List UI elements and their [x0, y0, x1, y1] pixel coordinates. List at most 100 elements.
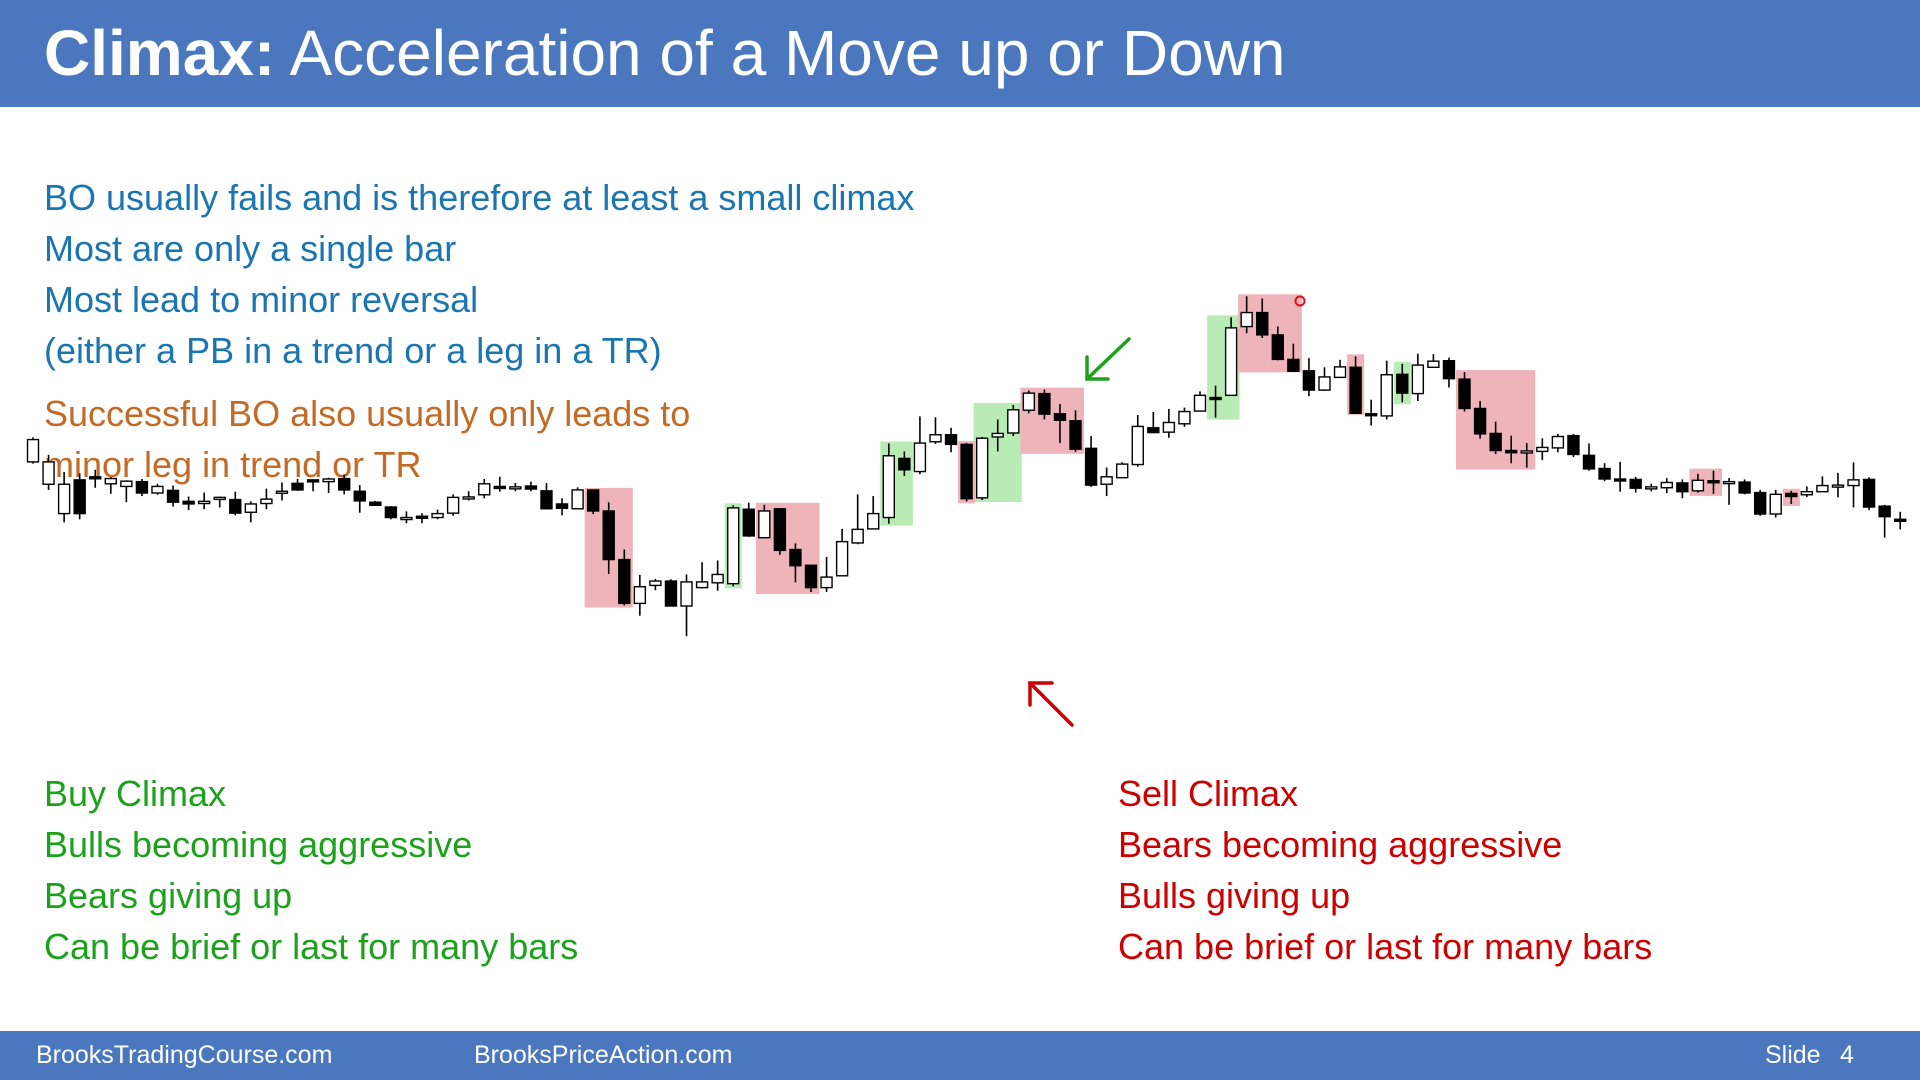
bear-candle-body: [1629, 478, 1642, 489]
footer-bar: BrooksTradingCourse.com BrooksPriceActio…: [0, 1031, 1920, 1080]
bear-candle-body: [1256, 311, 1269, 336]
note-line: BO usually fails and is therefore at lea…: [44, 177, 915, 218]
bear-candle-body: [1707, 480, 1720, 484]
bull-candle-body: [244, 503, 258, 513]
candle: [1691, 473, 1705, 493]
bear-candle-body: [1676, 482, 1689, 493]
bull-candle-body: [571, 489, 584, 510]
buy-climax-notes: Buy Climax Bulls becoming aggressive Bea…: [44, 768, 578, 972]
note-line: Successful BO also usually only leads to: [44, 393, 691, 434]
candle: [867, 496, 880, 530]
candle: [1878, 504, 1891, 538]
candle: [1427, 354, 1440, 368]
candle: [1364, 399, 1378, 426]
bear-candle-body: [960, 443, 973, 500]
candle: [42, 454, 55, 490]
sell-climax-notes: Sell Climax Bears becoming aggressive Bu…: [1118, 768, 1652, 972]
candle: [1100, 467, 1113, 497]
bull-candle-body: [1224, 327, 1238, 397]
bear-candle-body: [166, 489, 180, 503]
bull-candle-body: [400, 516, 413, 521]
bull-candle-body: [975, 437, 989, 499]
bear-candle-body: [1473, 407, 1487, 435]
candle: [711, 560, 724, 591]
slide-label: Slide: [1765, 1041, 1821, 1069]
candle: [1458, 372, 1471, 412]
candle: [773, 508, 787, 555]
candle: [1862, 477, 1876, 511]
bull-candle-body: [1645, 486, 1658, 490]
bull-candle-body: [1178, 410, 1191, 425]
bull-candle-body: [1769, 493, 1782, 515]
slide-title: Climax: Acceleration of a Move up or Dow…: [44, 17, 1286, 89]
bear-candle-body: [1147, 427, 1160, 434]
bull-candle-body: [1691, 479, 1705, 492]
candle: [1489, 421, 1502, 455]
footer-site-left: BrooksTradingCourse.com: [36, 1041, 333, 1069]
note-line: Can be brief or last for many bars: [1118, 926, 1653, 967]
bear-candle-body: [353, 490, 366, 502]
candle: [415, 513, 429, 524]
candle: [1598, 463, 1611, 482]
bull-candle-body: [1131, 425, 1144, 466]
candle: [384, 506, 398, 520]
candle: [275, 482, 289, 501]
candle: [586, 489, 600, 515]
bear-candle-body: [586, 489, 600, 512]
bear-candle-body: [1504, 449, 1518, 454]
bear-candle-body: [1458, 378, 1471, 410]
bull-candle-body: [1333, 366, 1347, 379]
candle: [462, 491, 475, 501]
note-line: Can be brief or last for many bars: [44, 926, 579, 967]
bull-candle-body: [462, 496, 475, 500]
candle: [1209, 385, 1222, 418]
note-line: Most are only a single bar: [44, 228, 457, 269]
candle: [431, 509, 444, 520]
bull-candle-body: [1551, 435, 1565, 449]
bear-candle-body: [135, 480, 149, 494]
candle: [882, 443, 895, 524]
candle: [338, 474, 351, 495]
candle: [1147, 411, 1160, 434]
candle: [1302, 358, 1316, 397]
candle: [1831, 472, 1845, 498]
title-bold-part: Climax:: [44, 17, 276, 89]
bear-candle-body: [182, 500, 195, 505]
candle: [1038, 389, 1051, 420]
bull-candle-body: [260, 498, 273, 505]
bear-candle-body: [89, 476, 102, 480]
note-line: Most lead to minor reversal: [44, 279, 479, 320]
candle: [1800, 486, 1814, 497]
candle: [1287, 343, 1300, 372]
buy-climax-title: Buy Climax: [44, 773, 227, 814]
bull-candle-body: [1318, 376, 1331, 391]
candle: [1131, 415, 1144, 467]
candle: [1007, 404, 1020, 437]
bear-candle-body: [1738, 481, 1751, 494]
bull-candle-body: [913, 442, 927, 473]
candle: [1442, 357, 1456, 388]
candle: [1769, 489, 1782, 518]
candle: [649, 578, 662, 591]
candle: [1722, 478, 1736, 505]
bull-candle-body: [197, 500, 211, 505]
candle: [1520, 443, 1533, 468]
bull-candle-body: [1115, 463, 1129, 479]
candle: [369, 500, 382, 506]
bull-candle-body: [1800, 490, 1814, 496]
candle: [789, 543, 802, 583]
bear-candle-body: [384, 506, 398, 519]
candle: [73, 473, 86, 520]
bull-candle-body: [649, 580, 662, 587]
candle: [804, 564, 818, 592]
candle: [1582, 443, 1596, 471]
bull-candle-body: [1162, 421, 1176, 433]
candle: [758, 504, 771, 539]
bull-candle-body: [322, 478, 335, 483]
bear-candle-body: [664, 580, 678, 607]
bear-candle-body: [804, 564, 818, 589]
note-line: Bulls giving up: [1118, 875, 1351, 916]
candle: [1224, 317, 1238, 397]
candle: [57, 471, 71, 523]
